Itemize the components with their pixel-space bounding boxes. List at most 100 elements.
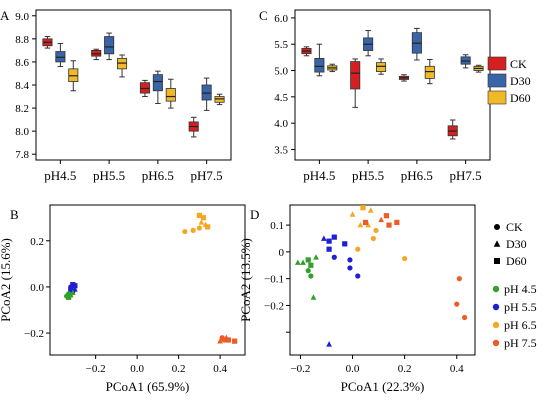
- y-tick-label: 0: [279, 247, 285, 259]
- data-point: [355, 273, 361, 279]
- data-point: [196, 212, 202, 218]
- panel-c-boxplot: C 3.5 4.0 4.5 5.0 5.5 6.0 pH4.5 pH5.5 pH6.5 pH7.5: [259, 8, 491, 183]
- panel-a-boxplot: A 7.8 8.0 8.2 8.4 8.6 8.8 9.0 pH4.5 pH5.5 pH6.5 pH7…: [0, 8, 232, 183]
- y-tick-label: 6.0: [274, 13, 288, 25]
- x-tick-label: −0.2: [86, 363, 106, 375]
- data-point: [456, 276, 462, 282]
- y-tick-label: 0.2: [30, 236, 44, 248]
- data-point: [308, 262, 314, 268]
- legend-label: CK: [506, 220, 523, 234]
- legend-swatch-ck: [487, 56, 507, 71]
- box-d60: [424, 65, 435, 79]
- legend-marker-ph: [492, 303, 500, 311]
- legend-label: D30: [510, 74, 531, 88]
- legend-label: D60: [510, 91, 531, 105]
- legend-label: pH 5.5: [504, 300, 537, 314]
- legend-label: pH 6.5: [504, 318, 537, 332]
- box-d60: [376, 62, 387, 72]
- data-point: [69, 289, 76, 296]
- data-point: [72, 283, 78, 289]
- plot-frame: [294, 9, 491, 161]
- legend-label: pH 4.5: [504, 282, 537, 296]
- legend-swatch-d60: [487, 90, 507, 105]
- box-d60: [165, 88, 176, 102]
- data-point: [349, 211, 356, 217]
- y-tick-label: 9.0: [15, 11, 29, 23]
- y-tick-label: 4.0: [274, 118, 288, 130]
- panel-label: B: [10, 207, 19, 222]
- data-point: [362, 219, 369, 226]
- x-axis-label: PCoA1 (22.3%): [341, 379, 425, 394]
- data-point: [305, 257, 311, 263]
- data-point: [200, 215, 207, 221]
- category-label: pH7.5: [191, 168, 223, 183]
- category-label: pH4.5: [44, 168, 76, 183]
- plot-frame: [49, 204, 246, 356]
- legend-ph: pH 4.5 pH 5.5 pH 6.5 pH 7.5: [492, 282, 537, 350]
- legend-shape: CK D30 D60: [493, 220, 527, 268]
- legend-swatch-d30: [487, 73, 507, 88]
- data-point: [360, 205, 366, 211]
- data-point: [313, 254, 319, 260]
- y-tick-label: 5.5: [274, 39, 288, 51]
- x-tick-label: 0.2: [172, 363, 186, 375]
- y-tick-label: 8.8: [15, 34, 29, 46]
- box-d30: [152, 74, 163, 92]
- panel-label: C: [259, 8, 268, 23]
- legend-label: D30: [506, 237, 527, 251]
- data-point: [308, 273, 314, 279]
- box-ck: [350, 61, 361, 90]
- data-point: [198, 219, 205, 225]
- legend-label: D60: [506, 254, 527, 268]
- legend-treatment: CK D30 D60: [487, 56, 531, 105]
- y-tick-label: 0.0: [30, 282, 44, 294]
- data-point: [454, 301, 460, 307]
- data-point: [326, 341, 332, 347]
- y-tick-label: 0.1: [270, 220, 284, 232]
- y-tick-label: −0.1: [264, 274, 284, 286]
- y-tick-label: −0.2: [264, 300, 284, 312]
- x-axis-label: PCoA1 (65.9%): [106, 379, 190, 394]
- data-point: [367, 207, 374, 213]
- data-point: [331, 254, 337, 260]
- legend-marker-ph: [492, 321, 500, 329]
- data-point: [402, 255, 408, 262]
- x-tick-label: 0.0: [130, 363, 144, 375]
- data-point: [347, 265, 353, 271]
- data-point: [365, 221, 372, 228]
- data-point: [321, 235, 327, 241]
- data-point: [68, 287, 74, 293]
- data-point: [383, 213, 390, 219]
- data-point: [196, 225, 202, 231]
- legend-marker-square: [494, 258, 500, 264]
- data-point: [347, 257, 353, 263]
- data-point: [305, 268, 311, 274]
- panel-b-pcoa: B −0.2 0.0 0.2 0.4 −0.2 0.0 0.2 PCoA1 (65.9%) PCo…: [0, 204, 246, 394]
- y-tick-label: 7.8: [15, 149, 29, 161]
- y-tick-label: 8.6: [15, 57, 29, 69]
- data-point: [355, 246, 361, 252]
- category-label: pH5.5: [352, 168, 384, 183]
- y-tick-label: −0.2: [24, 328, 44, 340]
- data-point: [326, 238, 332, 244]
- y-tick-label: 4.5: [274, 92, 288, 104]
- plot-frame: [289, 204, 476, 356]
- x-tick-label: −0.2: [290, 363, 310, 375]
- data-point: [386, 222, 392, 228]
- category-label: pH5.5: [93, 168, 125, 183]
- data-point: [232, 338, 238, 344]
- data-point: [342, 241, 348, 247]
- data-point: [300, 259, 306, 265]
- data-point: [373, 227, 379, 234]
- data-point: [294, 259, 301, 265]
- data-point: [182, 228, 188, 235]
- legend-label: CK: [510, 57, 527, 71]
- x-tick-label: 0.4: [213, 363, 227, 375]
- box-d30: [314, 58, 325, 73]
- data-point: [370, 235, 376, 242]
- legend-marker-circle: [494, 224, 500, 230]
- data-point: [217, 338, 223, 344]
- x-tick-label: 0.2: [398, 363, 412, 375]
- y-tick-label: 5.0: [274, 66, 288, 78]
